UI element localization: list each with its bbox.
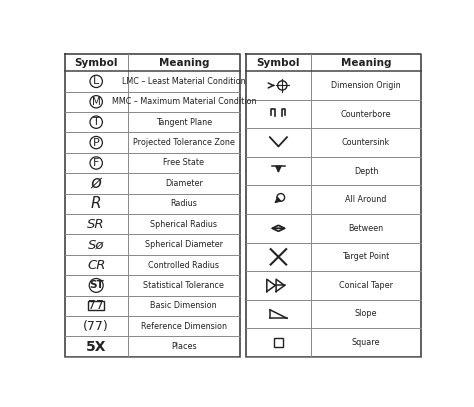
Text: Between: Between xyxy=(348,224,383,233)
Text: 77: 77 xyxy=(88,299,104,312)
Text: Projected Tolerance Zone: Projected Tolerance Zone xyxy=(133,138,235,147)
Text: Meaning: Meaning xyxy=(341,58,391,68)
Text: Statistical Tolerance: Statistical Tolerance xyxy=(143,281,224,290)
Text: Reference Dimension: Reference Dimension xyxy=(141,322,227,331)
Text: MMC – Maximum Material Condition: MMC – Maximum Material Condition xyxy=(111,97,256,106)
Text: CR: CR xyxy=(87,258,105,271)
Bar xyxy=(274,338,283,347)
Text: Symbol: Symbol xyxy=(74,58,118,68)
Text: F: F xyxy=(93,158,100,168)
Text: SR: SR xyxy=(87,218,105,231)
Text: P: P xyxy=(93,138,100,148)
Text: (77): (77) xyxy=(83,320,109,333)
Text: L: L xyxy=(93,77,100,86)
Text: Places: Places xyxy=(171,342,197,351)
Text: Slope: Slope xyxy=(355,309,377,319)
Text: Meaning: Meaning xyxy=(158,58,209,68)
Text: Dimension Origin: Dimension Origin xyxy=(331,81,401,90)
Text: LMC – Least Material Condition: LMC – Least Material Condition xyxy=(122,77,246,86)
Text: ST: ST xyxy=(89,280,104,291)
Text: Target Point: Target Point xyxy=(342,252,390,261)
Text: Basic Dimension: Basic Dimension xyxy=(150,301,217,310)
Text: Sø: Sø xyxy=(88,238,104,251)
Text: Conical Taper: Conical Taper xyxy=(339,281,393,290)
Text: Depth: Depth xyxy=(354,166,378,176)
Text: Spherical Diameter: Spherical Diameter xyxy=(145,240,223,249)
Text: Free State: Free State xyxy=(163,158,204,168)
Text: Square: Square xyxy=(352,338,380,347)
Text: R: R xyxy=(91,196,101,211)
Text: M: M xyxy=(92,97,100,107)
Text: All Around: All Around xyxy=(346,195,387,204)
Text: Spherical Radius: Spherical Radius xyxy=(150,220,217,229)
Text: Countersink: Countersink xyxy=(342,138,390,147)
Text: Symbol: Symbol xyxy=(257,58,300,68)
Text: Controlled Radius: Controlled Radius xyxy=(148,260,219,269)
Text: Counterbore: Counterbore xyxy=(341,109,391,118)
Text: T: T xyxy=(93,117,100,127)
Bar xyxy=(89,301,104,311)
Text: Tangent Plane: Tangent Plane xyxy=(156,118,212,127)
Text: Diameter: Diameter xyxy=(165,179,203,188)
Text: ø: ø xyxy=(91,174,102,193)
Text: 5X: 5X xyxy=(86,339,107,354)
Text: Radius: Radius xyxy=(170,199,197,208)
